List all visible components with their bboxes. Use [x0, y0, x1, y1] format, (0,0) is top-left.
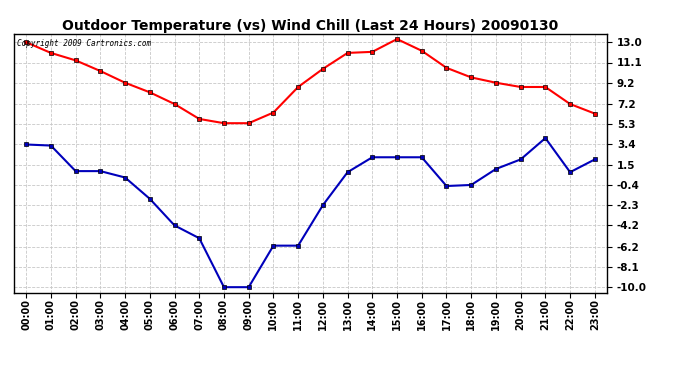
- Title: Outdoor Temperature (vs) Wind Chill (Last 24 Hours) 20090130: Outdoor Temperature (vs) Wind Chill (Las…: [62, 19, 559, 33]
- Text: Copyright 2009 Cartronics.com: Copyright 2009 Cartronics.com: [17, 39, 151, 48]
